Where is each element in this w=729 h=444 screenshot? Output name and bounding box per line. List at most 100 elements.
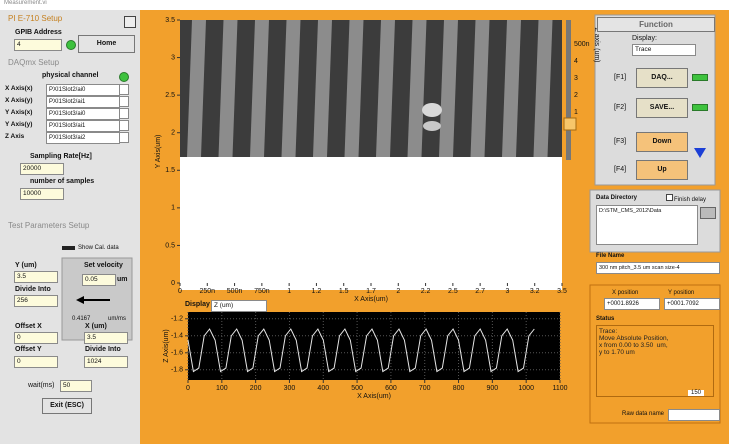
input[interactable]: 3.5: [14, 271, 58, 283]
label: Offset Y: [15, 346, 42, 353]
x-tick-label: 500: [351, 385, 363, 392]
exit-button[interactable]: Exit (ESC): [42, 398, 92, 414]
y-tick-label: 2: [171, 130, 175, 137]
input[interactable]: 0.05: [82, 274, 116, 286]
window-title: Measurement.vi: [4, 0, 47, 6]
key-label: [F2]: [614, 104, 626, 111]
x-tick-label: 750n: [254, 288, 270, 295]
browse-button[interactable]: [700, 207, 716, 219]
x-tick-label: 700: [419, 385, 431, 392]
input[interactable]: 256: [14, 295, 58, 307]
panel-header: Function: [597, 17, 715, 32]
dropdown[interactable]: PXI1Slot3/ai2: [46, 132, 120, 144]
section-title: PI E-710 Setup: [8, 14, 62, 23]
dropdown[interactable]: PXI1Slot2/ai0: [46, 84, 120, 96]
label: Divide Into: [15, 286, 51, 293]
label: File Name: [596, 253, 624, 259]
label: Display: [185, 301, 210, 308]
input[interactable]: 0: [14, 356, 58, 368]
function-button[interactable]: Up: [636, 160, 688, 180]
label: Finish delay: [674, 197, 706, 203]
label: Data Directory: [596, 195, 637, 201]
x-tick-label: 0: [178, 288, 182, 295]
input[interactable]: 50: [60, 380, 92, 392]
x-tick-label: 300: [284, 385, 296, 392]
dropdown[interactable]: Trace: [632, 44, 696, 56]
scroll-button[interactable]: [564, 118, 576, 130]
x-tick-label: 2.7: [475, 288, 485, 295]
y-tick-label: 3.5: [165, 17, 175, 24]
function-button[interactable]: DAQ...: [636, 68, 688, 88]
y-tick-label: 1: [171, 205, 175, 212]
save-icon[interactable]: [124, 16, 136, 28]
dropdown-arrow[interactable]: [119, 120, 129, 131]
x-tick-label: 100: [216, 385, 228, 392]
y-tick-label: 0: [171, 280, 175, 287]
input[interactable]: 20000: [20, 163, 64, 175]
toggle[interactable]: [62, 246, 75, 250]
label: Status: [596, 316, 614, 322]
y-tick-label: -1.4: [171, 333, 183, 340]
input[interactable]: 10000: [20, 188, 64, 200]
home-button[interactable]: Home: [78, 35, 135, 53]
function-button[interactable]: Down: [636, 132, 688, 152]
dropdown-arrow[interactable]: [119, 132, 129, 143]
y-tick-label: 1.5: [165, 167, 175, 174]
x-axis-label: X Axis(um): [354, 296, 388, 303]
value: 0.4167: [72, 316, 90, 322]
label: Y position: [668, 290, 694, 296]
path-input[interactable]: D:\STM_CMS_2012\Data: [596, 205, 698, 245]
dropdown-arrow[interactable]: [119, 96, 129, 107]
label: Y Axis(y): [5, 121, 32, 128]
input[interactable]: 3.5: [84, 332, 128, 344]
input[interactable]: [668, 409, 720, 421]
y-tick-label: -1.8: [171, 367, 183, 374]
x-tick-label: 0: [186, 385, 190, 392]
x-tick-label: 1.2: [312, 288, 322, 295]
dropdown[interactable]: Z (um): [211, 300, 267, 312]
label: X Axis(y): [5, 97, 33, 104]
colorbar-label: 1: [574, 109, 578, 116]
indicator: +0001.8926: [604, 298, 660, 310]
colorbar: [566, 20, 571, 160]
dropdown[interactable]: PXI1Slot3/ai1: [46, 120, 120, 132]
x-tick-label: 1100: [552, 385, 567, 392]
led: [66, 40, 76, 50]
y-tick-label: 2.5: [165, 92, 175, 99]
label: Display:: [632, 35, 657, 42]
y-axis-label: Z Axis(um): [163, 329, 170, 362]
key-label: [F1]: [614, 74, 626, 81]
x-tick-label: 900: [487, 385, 499, 392]
y-tick-label: 0.5: [165, 242, 175, 249]
x-tick-label: 500n: [227, 288, 243, 295]
label: Raw data name: [622, 411, 664, 417]
checkbox[interactable]: Finish delay: [666, 194, 706, 203]
label: Z Axis: [5, 133, 24, 140]
y-tick-label: -1.6: [171, 350, 183, 357]
input[interactable]: 4: [14, 39, 62, 51]
y-tick-label: 3: [171, 54, 175, 61]
x-tick-label: 2.5: [448, 288, 458, 295]
led: [692, 74, 708, 81]
dropdown-arrow[interactable]: [119, 84, 129, 95]
label: X (um): [85, 323, 107, 330]
led: [119, 72, 129, 82]
colorbar-title: Z axis (um): [593, 28, 600, 63]
app-window: 0250n500n750n11.21.51.722.22.52.733.23.5…: [0, 0, 729, 444]
label: wait(ms): [28, 382, 54, 389]
input[interactable]: 0: [14, 332, 58, 344]
label: Y (um): [15, 262, 37, 269]
label: Show Cal. data: [78, 245, 119, 251]
label: Offset X: [15, 323, 42, 330]
dropdown-arrow[interactable]: [119, 108, 129, 119]
input[interactable]: 1024: [84, 356, 128, 368]
dropdown[interactable]: PXI1Slot3/ai0: [46, 108, 120, 120]
x-tick-label: 1000: [518, 385, 534, 392]
function-button[interactable]: SAVE...: [636, 98, 688, 118]
x-tick-label: 1.5: [339, 288, 349, 295]
dropdown[interactable]: PXI1Slot2/ai1: [46, 96, 120, 108]
colorbar-label: 3: [574, 75, 578, 82]
input[interactable]: 300 nm pitch_3.5 um scan size-4: [596, 262, 720, 274]
x-tick-label: 1: [287, 288, 291, 295]
scan-feature: [422, 103, 442, 117]
